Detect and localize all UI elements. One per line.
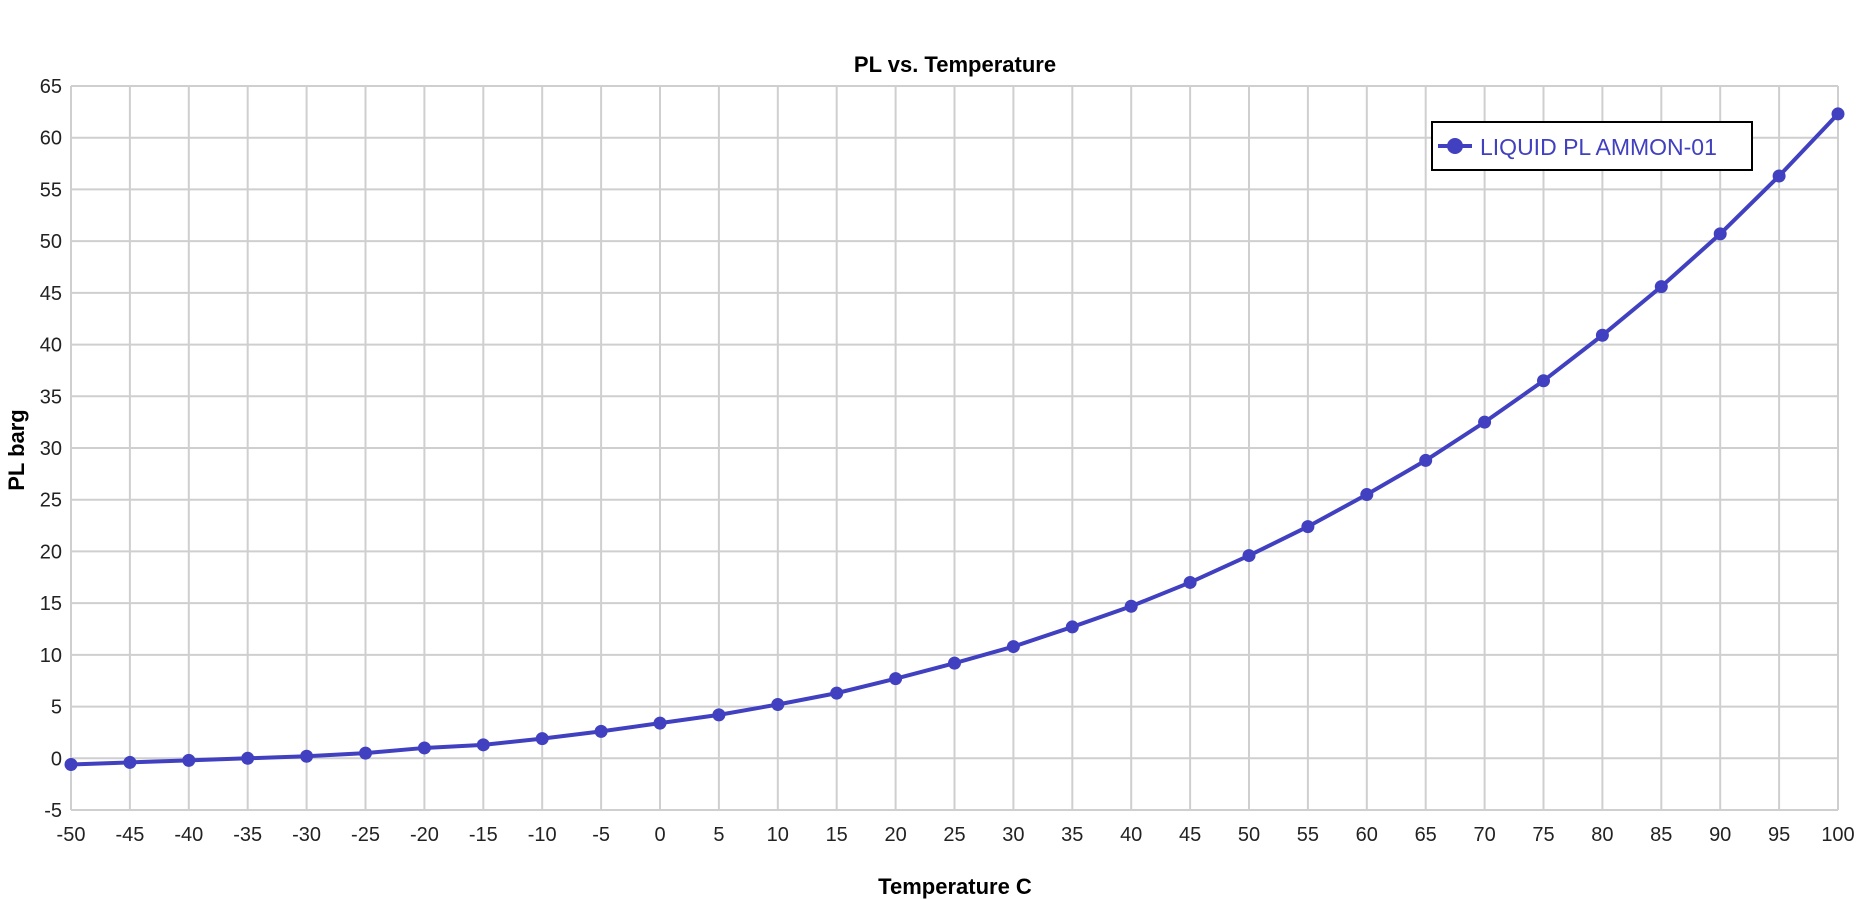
y-tick-label: 40 bbox=[40, 335, 62, 357]
y-tick-label: -5 bbox=[44, 800, 62, 822]
y-tick-label: 45 bbox=[40, 283, 62, 305]
x-tick-label: 25 bbox=[943, 824, 965, 846]
data-point bbox=[1124, 599, 1138, 613]
y-tick-label: 10 bbox=[40, 645, 62, 667]
data-point bbox=[1654, 280, 1668, 294]
x-tick-label: 35 bbox=[1061, 824, 1083, 846]
data-point bbox=[1831, 107, 1845, 121]
data-point bbox=[359, 746, 372, 760]
y-tick-label: 25 bbox=[40, 490, 62, 512]
data-point bbox=[948, 656, 961, 670]
x-tick-label: 85 bbox=[1650, 824, 1672, 846]
data-point bbox=[123, 755, 137, 769]
y-tick-label: 15 bbox=[40, 593, 62, 615]
y-tick-label: 55 bbox=[40, 179, 62, 201]
x-tick-label: -35 bbox=[233, 824, 262, 846]
x-axis-label: Temperature C bbox=[878, 874, 1032, 899]
x-tick-label: 40 bbox=[1120, 824, 1142, 846]
data-point bbox=[594, 724, 608, 738]
x-tick-label: 70 bbox=[1473, 824, 1495, 846]
x-tick-label: 55 bbox=[1297, 824, 1319, 846]
chart-title: PL vs. Temperature bbox=[854, 52, 1056, 77]
x-tick-label: 80 bbox=[1591, 824, 1613, 846]
data-point bbox=[1183, 575, 1197, 589]
data-point bbox=[1478, 415, 1492, 429]
data-point bbox=[535, 732, 549, 746]
x-tick-label: -5 bbox=[592, 824, 610, 846]
y-tick-label: 65 bbox=[40, 76, 62, 98]
x-tick-label: -15 bbox=[469, 824, 498, 846]
data-point bbox=[771, 698, 785, 712]
x-tick-label: -45 bbox=[115, 824, 144, 846]
x-tick-label: -10 bbox=[528, 824, 557, 846]
legend-label: LIQUID PL AMMON-01 bbox=[1480, 134, 1717, 160]
x-tick-label: 45 bbox=[1179, 824, 1201, 846]
x-tick-label: 65 bbox=[1415, 824, 1437, 846]
x-tick-label: 95 bbox=[1768, 824, 1790, 846]
x-tick-label: -20 bbox=[410, 824, 439, 846]
gridlines bbox=[70, 85, 1839, 811]
data-point bbox=[300, 749, 314, 763]
data-point bbox=[182, 753, 196, 767]
x-tick-label: 5 bbox=[713, 824, 724, 846]
y-tick-label: 30 bbox=[40, 438, 62, 460]
data-point bbox=[241, 751, 255, 765]
y-tick-label: 60 bbox=[40, 128, 62, 150]
data-point bbox=[64, 757, 78, 771]
y-axis-label: PL barg bbox=[4, 409, 29, 491]
x-tick-label: 100 bbox=[1821, 824, 1854, 846]
tick-labels: -50 -45 -40 -35 -30 -25 -20 -15 -10 -5 0 5 10 15 20 25 3… bbox=[40, 76, 1855, 846]
x-tick-label: 20 bbox=[884, 824, 906, 846]
x-tick-label: 50 bbox=[1238, 824, 1260, 846]
data-point bbox=[1713, 227, 1727, 241]
y-tick-label: 35 bbox=[40, 386, 62, 408]
data-point bbox=[1360, 488, 1374, 502]
x-tick-label: 15 bbox=[826, 824, 848, 846]
data-point bbox=[889, 672, 903, 686]
data-point bbox=[830, 686, 844, 700]
data-point bbox=[1065, 620, 1079, 634]
y-tick-label: 5 bbox=[51, 697, 62, 719]
y-tick-label: 20 bbox=[40, 541, 62, 563]
data-point bbox=[1772, 169, 1786, 183]
legend-marker bbox=[1447, 138, 1463, 154]
y-tick-label: 50 bbox=[40, 231, 62, 253]
x-tick-label: 0 bbox=[654, 824, 665, 846]
x-tick-label: 30 bbox=[1002, 824, 1024, 846]
data-point bbox=[1595, 328, 1609, 342]
x-tick-label: -50 bbox=[57, 824, 86, 846]
x-tick-label: 10 bbox=[767, 824, 789, 846]
data-point bbox=[653, 716, 667, 730]
series-group bbox=[64, 107, 1845, 771]
x-tick-label: -25 bbox=[351, 824, 380, 846]
data-point bbox=[1006, 640, 1020, 654]
x-tick-label: -40 bbox=[174, 824, 203, 846]
x-tick-label: 90 bbox=[1709, 824, 1731, 846]
data-point bbox=[1301, 520, 1315, 534]
y-tick-label: 0 bbox=[51, 748, 62, 770]
x-tick-label: -30 bbox=[292, 824, 321, 846]
data-point bbox=[1419, 453, 1433, 467]
legend: LIQUID PL AMMON-01 bbox=[1431, 121, 1753, 171]
x-tick-label: 60 bbox=[1356, 824, 1378, 846]
data-point bbox=[712, 708, 726, 722]
x-tick-label: 75 bbox=[1532, 824, 1554, 846]
data-point bbox=[1537, 374, 1550, 388]
data-point bbox=[1242, 549, 1256, 563]
legend-box bbox=[1431, 121, 1753, 171]
data-point bbox=[417, 741, 431, 755]
data-point bbox=[476, 738, 490, 752]
